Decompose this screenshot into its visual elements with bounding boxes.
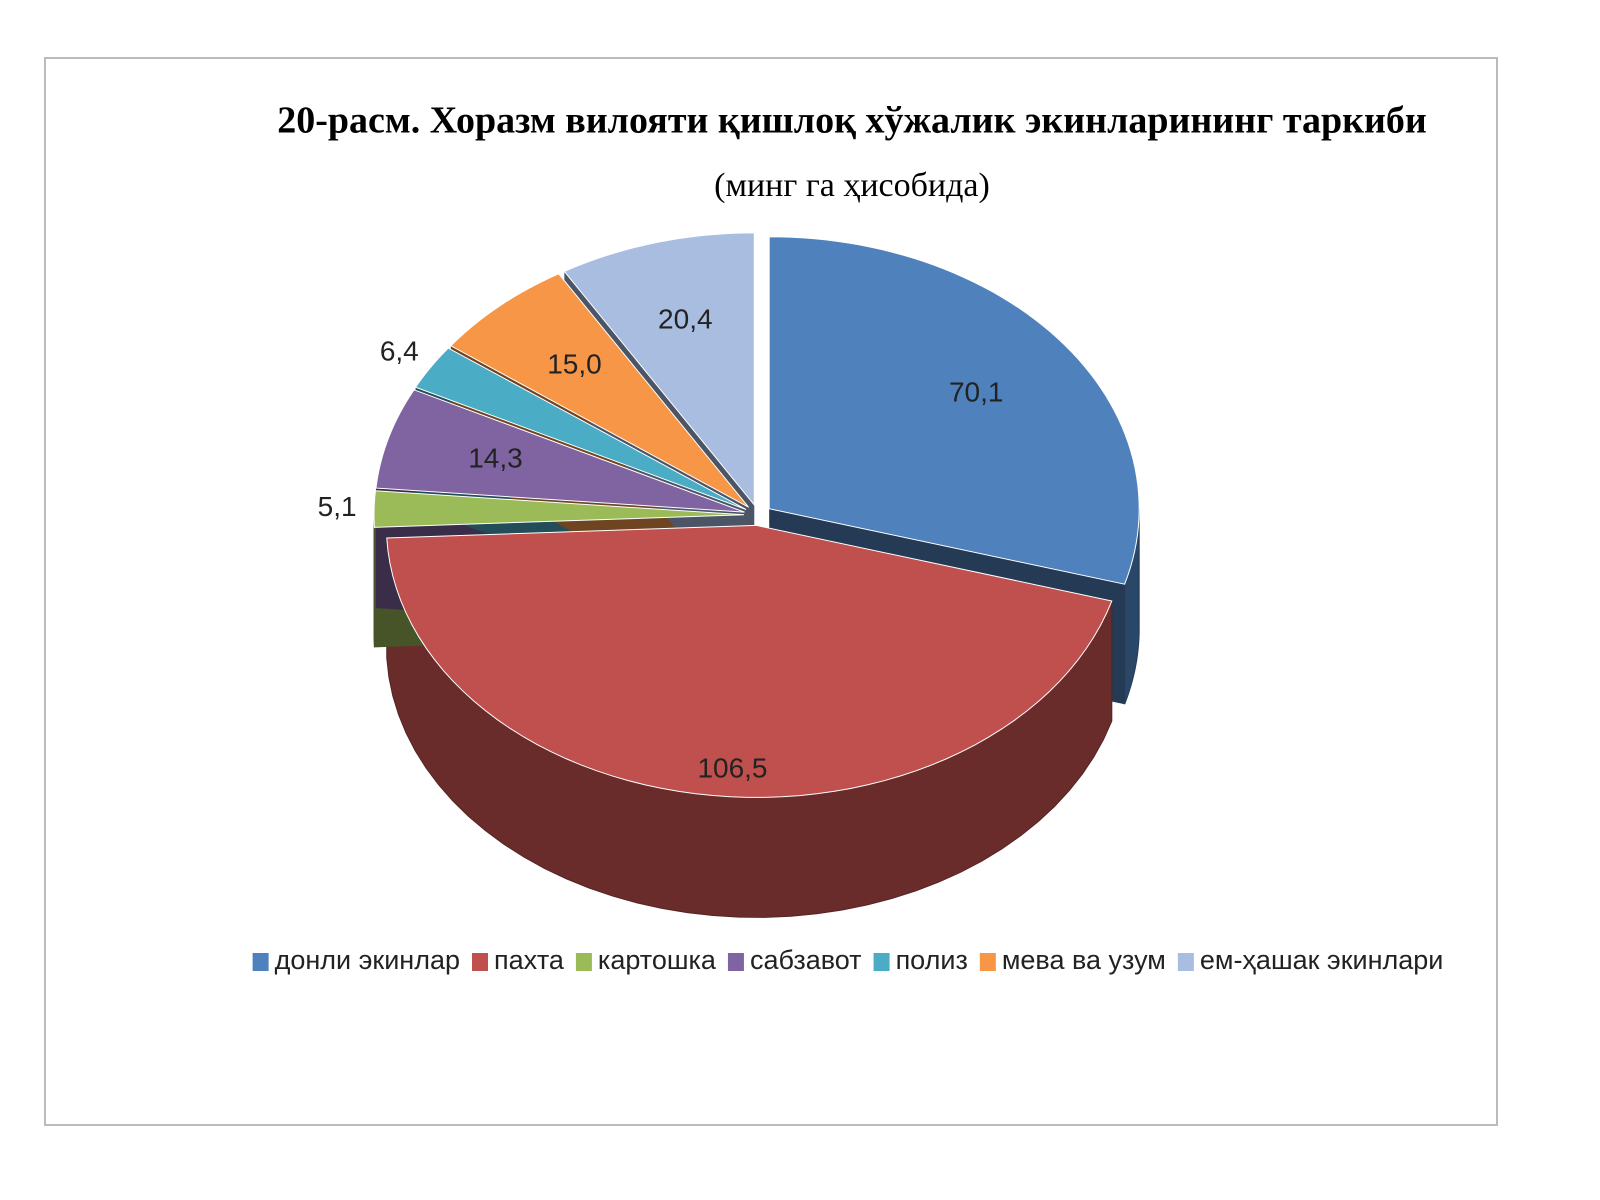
slice [563, 232, 755, 507]
legend-label: донли экинлар [275, 945, 460, 975]
data-label: 5,1 [318, 491, 357, 522]
legend: донли экинлар пахта картошка сабзавот полиз м… [252, 945, 1444, 975]
chart-title: 20-расм. Хоразм вилояти қишлоқ хўжалик э… [277, 100, 1427, 142]
legend-item: мева ва узум [979, 945, 1166, 975]
legend-label: картошка [598, 945, 717, 975]
legend-item: пахта [472, 945, 565, 975]
chart-subtitle: (минг га ҳисобида) [714, 167, 990, 204]
legend-swatch [575, 953, 592, 971]
slice [768, 236, 1140, 585]
data-label: 15,0 [547, 349, 602, 380]
legend-label: сабзавот [750, 945, 862, 975]
legend-label: ем-ҳашак экинлари [1200, 945, 1444, 975]
data-label: 20,4 [658, 304, 713, 335]
slice [375, 389, 745, 513]
legend-item: картошка [575, 945, 717, 975]
legend-swatch [1177, 953, 1194, 971]
legend-label: пахта [494, 945, 565, 975]
slice [373, 490, 745, 528]
slice [449, 273, 749, 508]
legend-swatch [873, 953, 890, 971]
legend-label: мева ва узум [1002, 945, 1166, 975]
slice [386, 524, 1113, 798]
legend-swatch [727, 953, 744, 971]
legend-swatch [472, 953, 488, 971]
data-label: 6,4 [380, 335, 419, 366]
legend-swatch [979, 953, 996, 971]
legend-swatch [252, 953, 269, 971]
data-labels: 70,1 106,5 5,1 14,3 6,4 15,0 20,4 [318, 304, 1004, 784]
pie-tops [373, 232, 1140, 798]
legend-item: донли экинлар [252, 945, 460, 975]
data-label: 70,1 [949, 377, 1004, 408]
legend-item: сабзавот [727, 945, 862, 975]
data-label: 106,5 [697, 752, 767, 783]
legend-label: полиз [896, 945, 968, 975]
slice [414, 347, 747, 510]
legend-item: ем-ҳашак экинлари [1177, 945, 1444, 975]
data-label: 14,3 [468, 442, 523, 473]
legend-item: полиз [873, 945, 968, 975]
